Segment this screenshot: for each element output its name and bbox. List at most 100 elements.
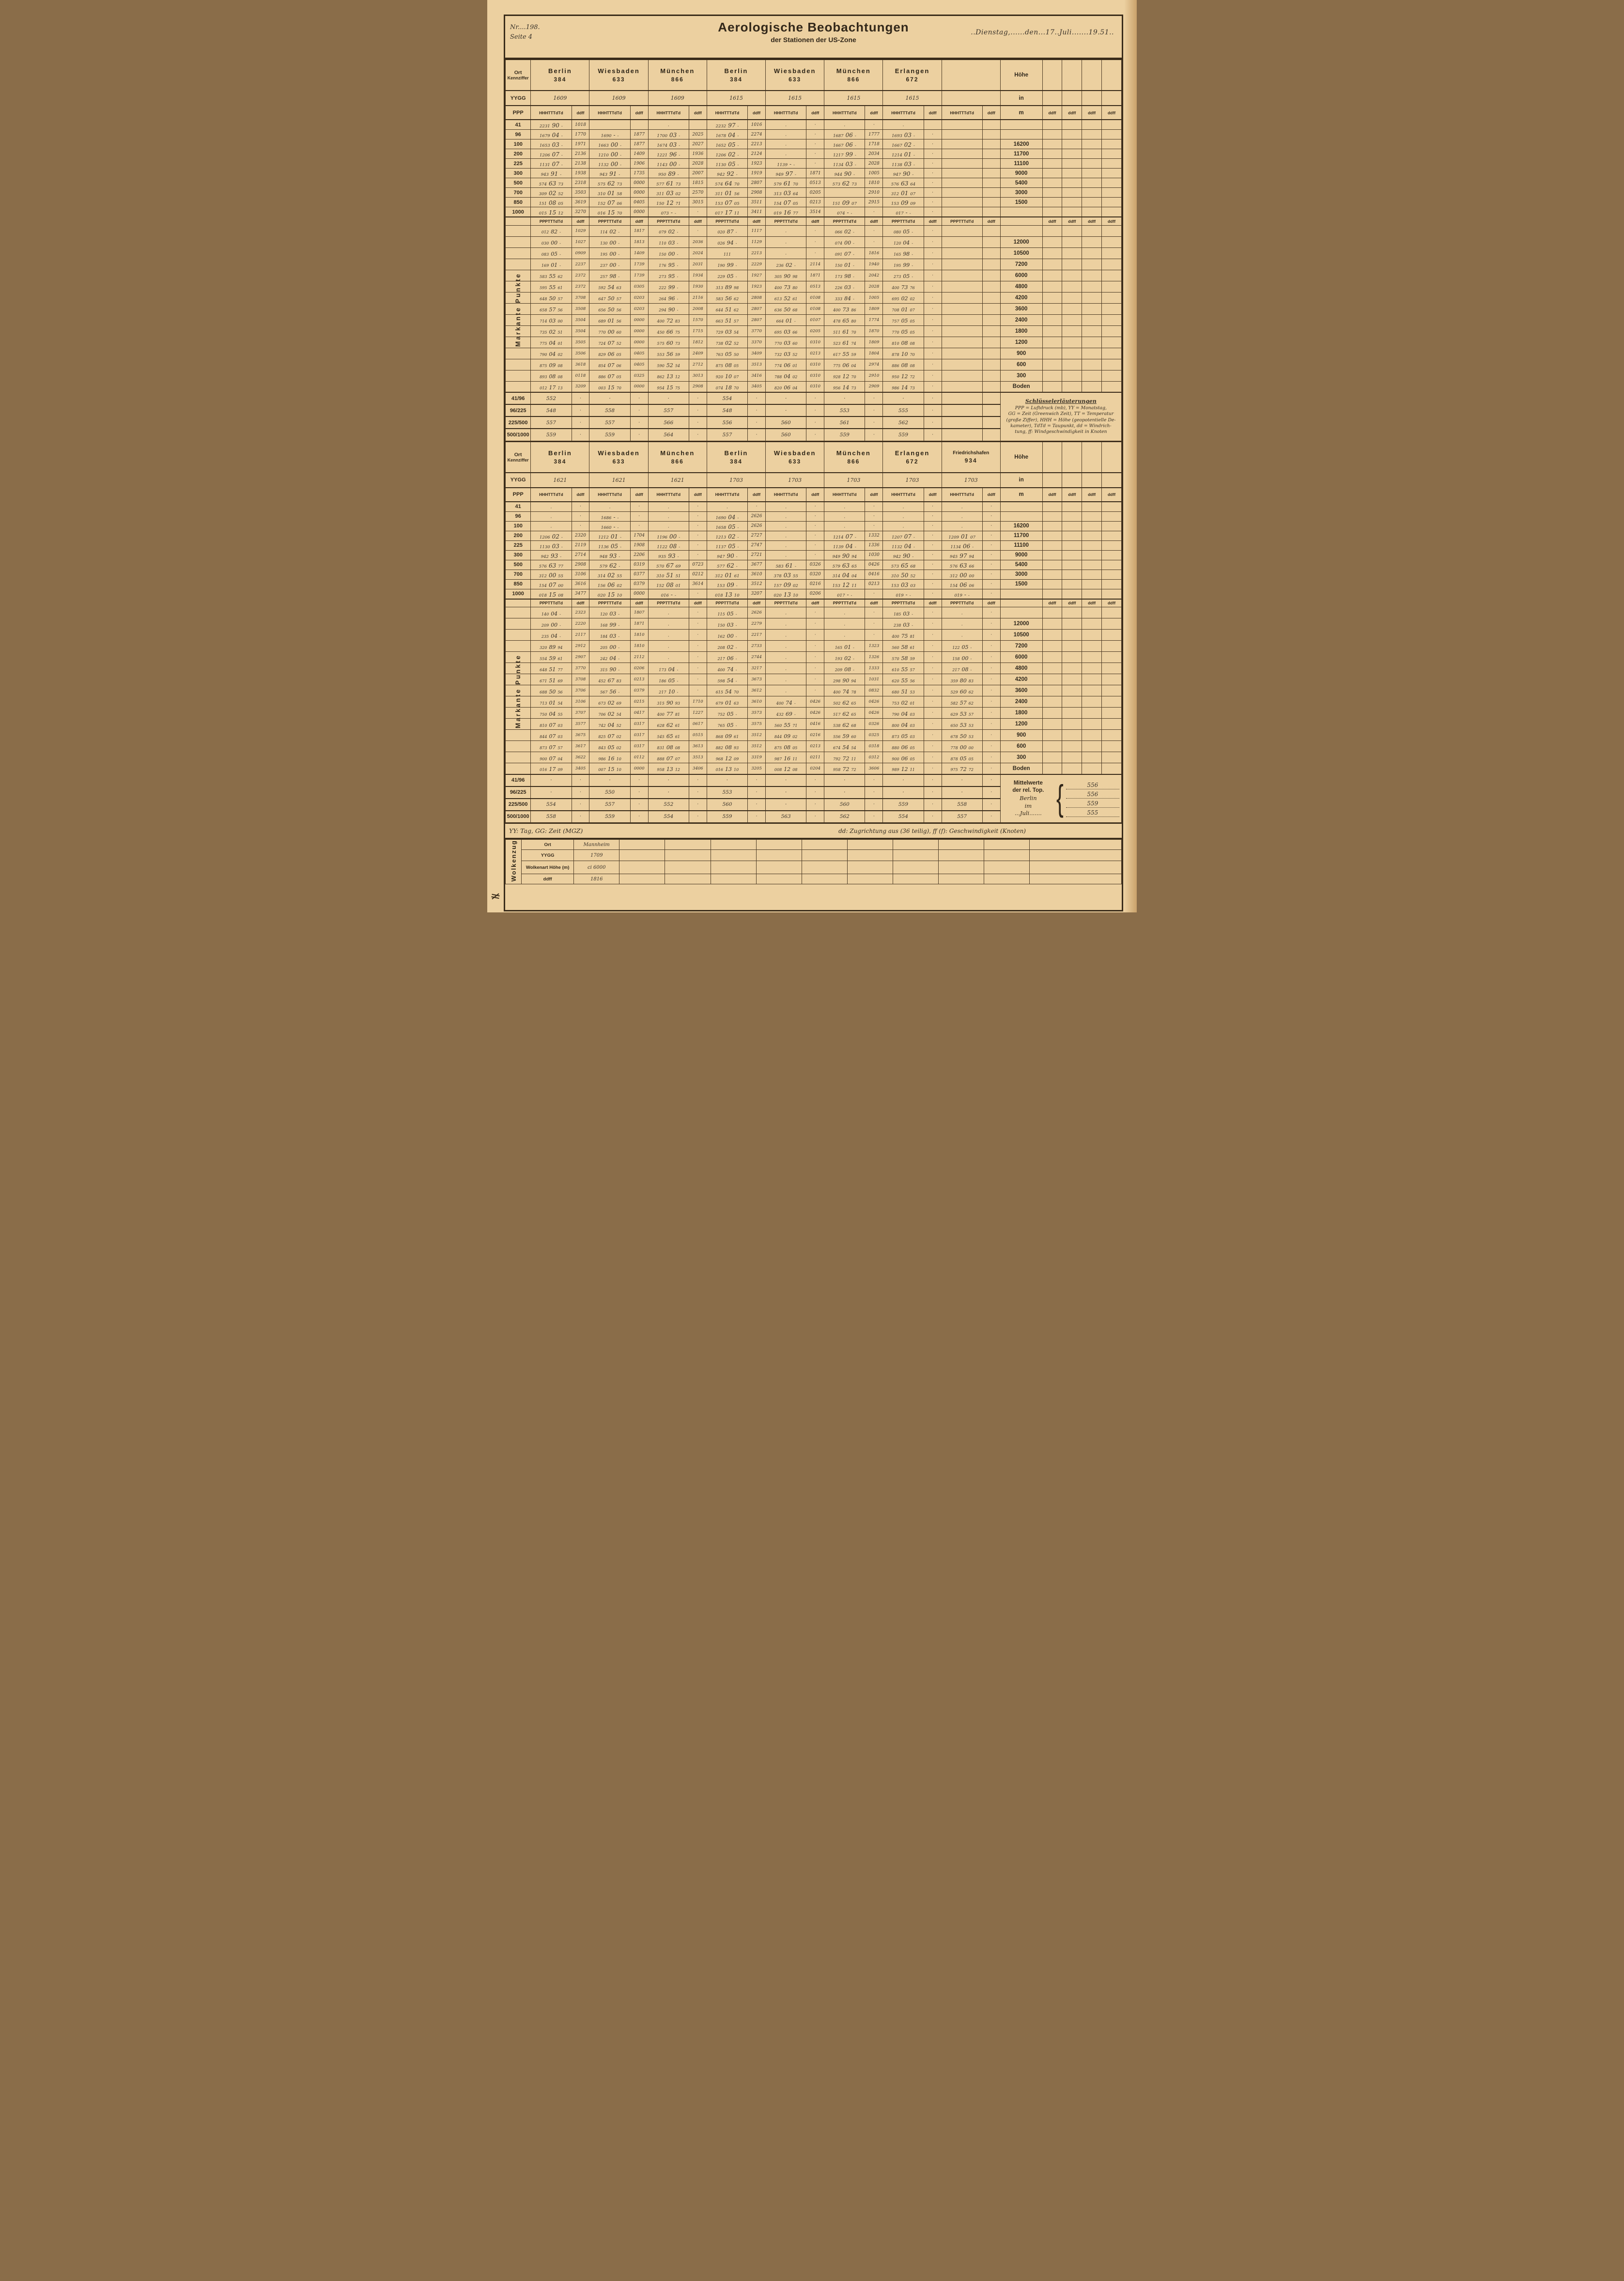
ppptt-column-header: PPPTTTdTd xyxy=(765,598,807,607)
mittelwerte-label-line: Berlin xyxy=(1020,794,1037,801)
cell-ddff: · xyxy=(688,629,707,641)
ratio-value: · xyxy=(648,773,689,786)
value-token: 02 xyxy=(785,262,792,268)
cell-hhh: 195 00- xyxy=(589,247,631,259)
markante-row-label xyxy=(505,752,531,763)
cell-hhh: 185 03- xyxy=(882,607,924,618)
value-token: 56 xyxy=(609,688,617,695)
ddff-column-header: ddff xyxy=(571,487,590,502)
cell-hhh: 1134 03- xyxy=(824,158,866,169)
cell-hhh: 1674 03- xyxy=(648,139,689,149)
cell-hhh xyxy=(941,258,983,270)
value-token: 844 xyxy=(540,734,547,739)
ratio-dot: · xyxy=(923,416,942,429)
cell-ddff: · xyxy=(806,540,825,551)
value-token: 02 xyxy=(844,655,851,662)
value-token: 70 xyxy=(616,385,621,390)
ratio-dot: · xyxy=(571,392,590,405)
ddff-column-header: ddff xyxy=(630,598,649,607)
cell-ddff: 2908 xyxy=(688,381,707,393)
extra-cell xyxy=(1042,197,1063,207)
cell-hhh: · xyxy=(589,501,631,512)
station-name: Berlin xyxy=(548,67,572,75)
value-token: 52 xyxy=(616,723,621,728)
value-token: - xyxy=(619,554,620,559)
value-token: - xyxy=(735,667,737,672)
value-token: 753 xyxy=(892,701,899,706)
cell-ddff: 2808 xyxy=(747,292,766,304)
cell-ddff: · xyxy=(865,501,883,512)
pressure-row: 1000 015 15 12 3270 016 15 70 0000 073- - · 017 17 11 3… xyxy=(505,207,1122,217)
value-token: 110 xyxy=(659,241,666,246)
cell-hhh: · xyxy=(648,629,689,641)
value-token: 16 xyxy=(784,755,791,762)
value-token: 432 xyxy=(776,712,784,717)
extra-cell xyxy=(1062,685,1083,696)
ratio-row: 500/1000 558 · 559 · 554 · 559 · 563 · 562 · 554 · 557 · xyxy=(505,810,1122,823)
hhh-column-header: HHHTTTdTd xyxy=(765,105,807,120)
value-token: 59 xyxy=(910,656,915,661)
cell-ddff: 2910 xyxy=(865,370,883,382)
value-token: 90 xyxy=(609,666,617,673)
value-token: 91 xyxy=(609,170,617,177)
value-token: 03 xyxy=(845,161,853,168)
value-token: - xyxy=(737,124,739,129)
cell-ddff: · xyxy=(688,550,707,560)
cell-hhh: 264 96- xyxy=(648,292,689,304)
cell-ddff: · xyxy=(806,530,825,541)
value-token: - xyxy=(794,712,796,717)
cell-ddff: 0206 xyxy=(630,663,649,674)
value-token: 17 xyxy=(725,209,732,216)
value-token: 1206 xyxy=(540,153,550,158)
cell-hhh: 573 65 68 xyxy=(882,559,924,570)
cell-hhh: · xyxy=(941,618,983,630)
empty-dot: · xyxy=(961,623,963,628)
cell-ddff: 2908 xyxy=(747,187,766,198)
value-token: 50 xyxy=(549,688,556,695)
cell-hhh: 1138 03- xyxy=(882,158,924,169)
cell-ddff: 3613 xyxy=(688,740,707,752)
cell-ddff: 0723 xyxy=(688,559,707,570)
cell-ddff: 0000 xyxy=(630,207,649,217)
value-token: 02 xyxy=(910,297,915,301)
value-token: 570 xyxy=(656,564,665,569)
ratio-dot: · xyxy=(865,404,883,417)
ratio-dot: · xyxy=(747,798,766,811)
date-line: ..Dienstag,......den...17..Juli.......19… xyxy=(971,29,1114,36)
cell-hhh: · xyxy=(706,501,748,512)
ratio-dot: · xyxy=(747,810,766,823)
value-token: - xyxy=(620,153,621,158)
value-token: 949 xyxy=(832,554,840,559)
cell-ddff: 2119 xyxy=(571,540,590,551)
cell-hhh: 893 08 08 xyxy=(530,370,572,382)
value-token: - xyxy=(679,143,681,148)
value-token: 95 xyxy=(668,273,675,279)
value-token: 05 xyxy=(616,353,621,357)
value-token: 257 xyxy=(600,275,608,279)
value-token: 579 xyxy=(773,182,782,187)
ratio-value: 559 xyxy=(882,428,924,441)
ratio-value xyxy=(941,416,983,429)
cell-hhh: 1690 04- xyxy=(706,511,748,522)
ratio-value: · xyxy=(765,404,807,417)
cell-ddff: 0108 xyxy=(806,303,825,315)
value-token: 775 xyxy=(540,341,547,346)
extra-cell xyxy=(1062,674,1083,685)
value-token: 989 xyxy=(892,768,899,772)
cell-ddff: · xyxy=(688,511,707,522)
extra-cell xyxy=(1101,187,1122,198)
cell-ddff: 1718 xyxy=(865,139,883,149)
value-token: 1221 xyxy=(657,153,668,158)
value-token: 695 xyxy=(774,330,782,335)
cell-hhh: 309 02 52 xyxy=(530,187,572,198)
value-token: 770 xyxy=(892,330,899,335)
cell-hhh: 873 05 03 xyxy=(882,729,924,741)
value-token: 582 xyxy=(950,701,958,706)
ppptt-column-header: PPPTTTdTd xyxy=(824,598,866,607)
cell-ddff: · xyxy=(982,763,1001,774)
value-token: 05 xyxy=(610,542,619,550)
ratio-value: 557 xyxy=(589,416,631,429)
value-token: 03 xyxy=(727,621,734,628)
cell-ddff: 0216 xyxy=(806,729,825,741)
hoehe-value: 600 xyxy=(1000,740,1043,752)
